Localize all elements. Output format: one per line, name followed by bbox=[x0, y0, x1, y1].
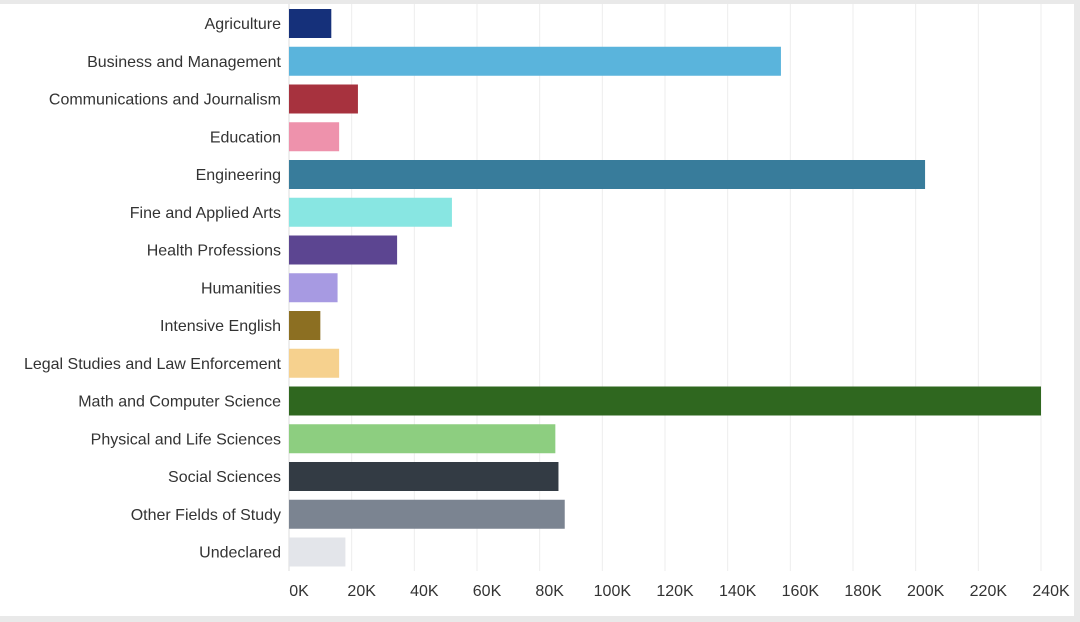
chart-panel: Agriculture Business and Management Commun… bbox=[0, 4, 1074, 616]
x-tick-label: 0K bbox=[289, 583, 309, 600]
bar-math-and-computer-science[interactable] bbox=[289, 386, 1041, 416]
x-tick-label: 180K bbox=[844, 583, 882, 600]
category-label: Other Fields of Study bbox=[131, 507, 281, 524]
x-tick-label: 40K bbox=[410, 583, 439, 600]
category-label: Physical and Life Sciences bbox=[91, 431, 281, 448]
bar-education[interactable] bbox=[289, 122, 340, 152]
category-label: Intensive English bbox=[160, 318, 281, 335]
bar-physical-and-life-sciences[interactable] bbox=[289, 424, 556, 454]
bar-layer bbox=[289, 9, 1041, 567]
x-axis-ticks: 0K 20K 40K 60K 80K 100K 120K 140K 160K 180K 200K 22… bbox=[289, 583, 1070, 600]
category-label: Legal Studies and Law Enforcement bbox=[24, 356, 282, 373]
bar-business-and-management[interactable] bbox=[289, 46, 781, 76]
x-tick-label: 80K bbox=[535, 583, 564, 600]
x-tick-label: 160K bbox=[782, 583, 820, 600]
category-label: Fine and Applied Arts bbox=[130, 205, 281, 222]
x-tick-label: 240K bbox=[1032, 583, 1070, 600]
x-tick-label: 20K bbox=[347, 583, 376, 600]
category-label: Math and Computer Science bbox=[78, 394, 281, 411]
bar-humanities[interactable] bbox=[289, 273, 338, 303]
grid-layer bbox=[288, 4, 1042, 571]
category-labels: Agriculture Business and Management Commun… bbox=[24, 16, 282, 562]
bar-intensive-english[interactable] bbox=[289, 311, 321, 340]
category-label: Humanities bbox=[201, 280, 281, 297]
bar-engineering[interactable] bbox=[289, 160, 926, 189]
bar-other-fields-of-study[interactable] bbox=[289, 499, 565, 529]
category-label: Health Professions bbox=[147, 243, 281, 260]
x-tick-label: 140K bbox=[719, 583, 757, 600]
x-tick-label: 200K bbox=[907, 583, 945, 600]
bar-health-professions[interactable] bbox=[289, 235, 398, 265]
bar-chart: Agriculture Business and Management Commun… bbox=[24, 4, 1070, 600]
x-tick-label: 220K bbox=[970, 583, 1008, 600]
category-label: Business and Management bbox=[87, 54, 281, 71]
category-label: Undeclared bbox=[199, 545, 281, 562]
bar-undeclared[interactable] bbox=[289, 537, 346, 567]
bar-agriculture[interactable] bbox=[289, 9, 332, 38]
x-tick-label: 120K bbox=[656, 583, 694, 600]
category-label: Social Sciences bbox=[168, 469, 281, 486]
bar-communications-and-journalism[interactable] bbox=[289, 84, 358, 114]
bar-legal-studies-and-law-enforcement[interactable] bbox=[289, 348, 340, 378]
bar-social-sciences[interactable] bbox=[289, 462, 559, 491]
category-label: Agriculture bbox=[205, 16, 282, 33]
x-tick-label: 60K bbox=[473, 583, 502, 600]
category-label: Education bbox=[210, 129, 281, 146]
x-tick-label: 100K bbox=[594, 583, 632, 600]
category-label: Engineering bbox=[196, 167, 281, 184]
bar-fine-and-applied-arts[interactable] bbox=[289, 197, 452, 227]
category-label: Communications and Journalism bbox=[49, 92, 281, 109]
